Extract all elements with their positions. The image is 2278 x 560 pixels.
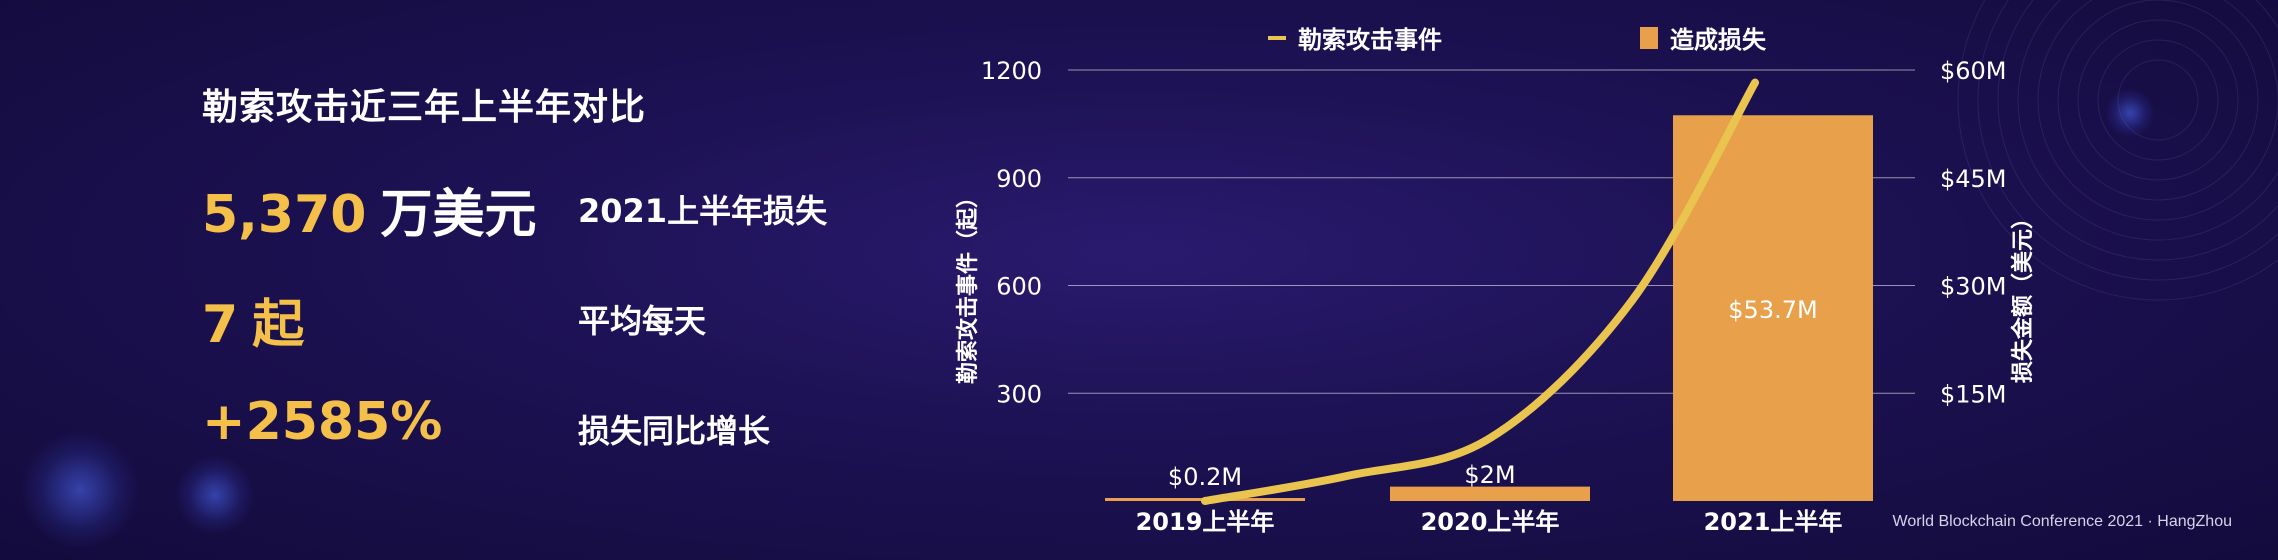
stat-label: 平均每天 bbox=[578, 302, 707, 340]
stat-value: +2585% bbox=[202, 392, 442, 452]
bar-value-label: $53.7M bbox=[1728, 296, 1817, 324]
bar-2 bbox=[1390, 486, 1590, 501]
stat-number: +2585% bbox=[202, 392, 443, 452]
legend-bar-swatch bbox=[1640, 27, 1658, 49]
x-tick-label: 2019上半年 bbox=[1136, 508, 1275, 536]
bar-value-label: $0.2M bbox=[1168, 463, 1242, 491]
y-right-tick-label: $45M bbox=[1940, 165, 2007, 193]
y-left-tick-label: 900 bbox=[996, 165, 1042, 193]
y-left-axis-title: 勒索攻击事件（起） bbox=[955, 186, 981, 384]
stat-label: 2021上半年损失 bbox=[578, 192, 828, 230]
stats-title: 勒索攻击近三年上半年对比 bbox=[202, 87, 647, 128]
stat-value: 5,370 万美元 bbox=[202, 172, 537, 247]
legend-label-bar: 造成损失 bbox=[1670, 26, 1767, 54]
legend-line-swatch bbox=[1268, 36, 1286, 40]
legend-label-line: 勒索攻击事件 bbox=[1298, 26, 1442, 54]
y-right-axis-title: 损失金额（美元） bbox=[2010, 207, 2036, 383]
y-right-tick-label: $15M bbox=[1940, 380, 2007, 408]
stat-label: 损失同比增长 bbox=[578, 412, 771, 450]
stat-number: 7 bbox=[202, 295, 239, 355]
glow-decoration-1 bbox=[20, 430, 140, 550]
footer-text: World Blockchain Conference 2021 · HangZ… bbox=[1892, 513, 2232, 530]
x-tick-label: 2020上半年 bbox=[1421, 508, 1560, 536]
x-tick-label: 2021上半年 bbox=[1704, 508, 1843, 536]
concentric-rings-decoration bbox=[1957, 0, 2278, 301]
y-right-tick-label: $60M bbox=[1940, 57, 2007, 85]
glow-decoration-2 bbox=[175, 455, 255, 535]
stat-unit: 万美元 bbox=[380, 185, 537, 245]
y-right-tick-label: $30M bbox=[1940, 273, 2007, 301]
glow-decoration-3 bbox=[2105, 88, 2155, 138]
y-left-tick-label: 600 bbox=[996, 273, 1042, 301]
stat-number: 5,370 bbox=[202, 185, 367, 245]
bar-value-label: $2M bbox=[1464, 461, 1515, 489]
line-series-attacks bbox=[1201, 78, 1760, 505]
y-left-tick-label: 300 bbox=[996, 380, 1042, 408]
y-left-tick-label: 1200 bbox=[981, 57, 1042, 85]
stat-unit: 起 bbox=[252, 295, 305, 355]
